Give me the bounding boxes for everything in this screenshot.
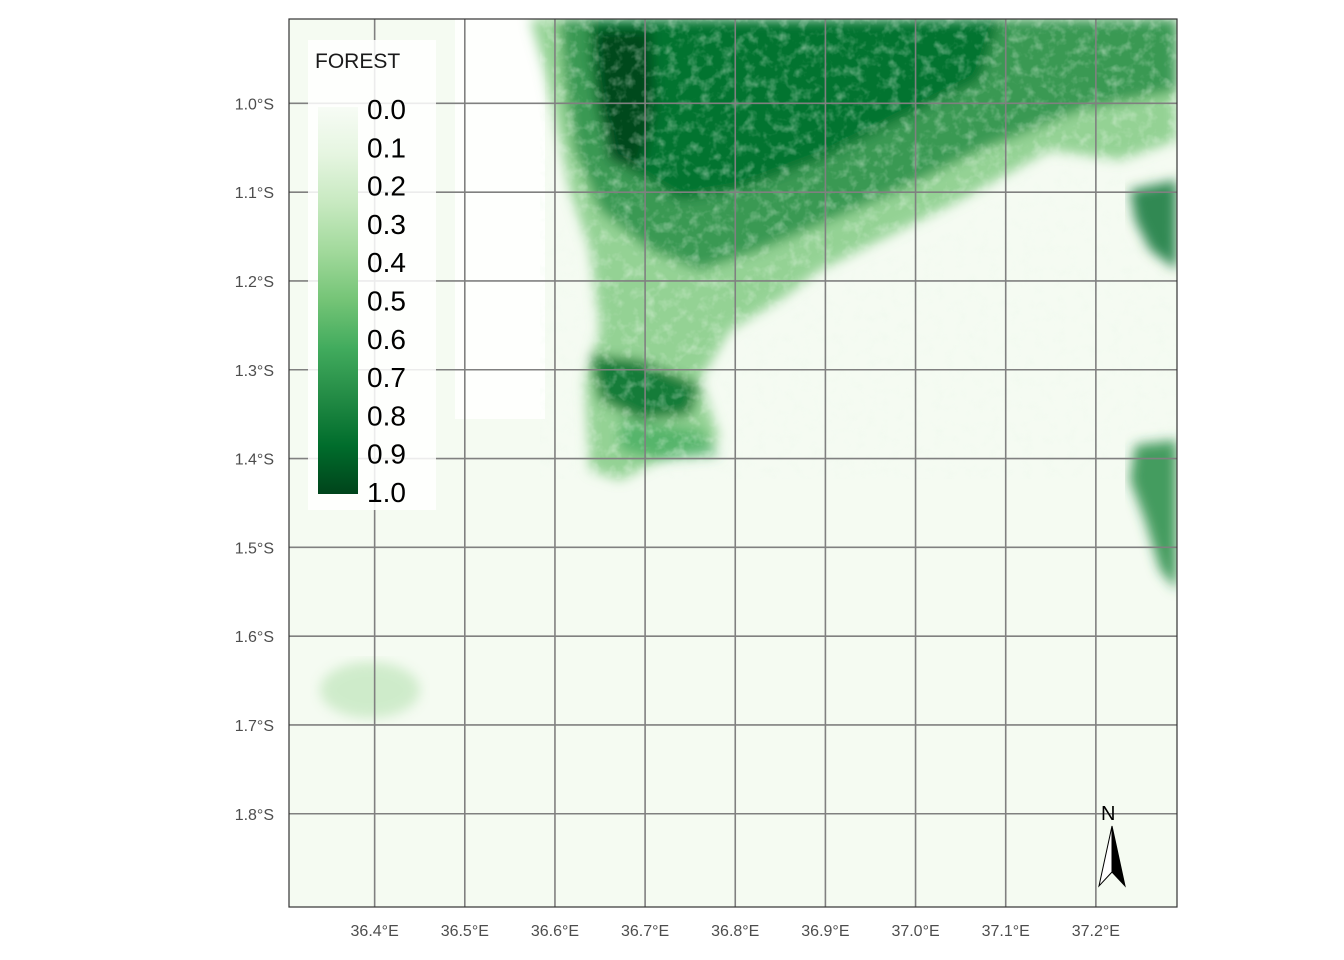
x-tick-label: 36.6°E [531,923,579,940]
legend-colorbar [318,107,358,494]
legend-labels: 0.0 0.1 0.2 0.3 0.4 0.5 0.6 0.7 0.8 0.9 1.0 [367,94,406,508]
x-tick-label: 36.7°E [621,923,669,940]
raster-east-patch [1130,180,1177,590]
x-tick-label: 36.9°E [801,923,849,940]
legend-label: 0.1 [367,132,406,163]
north-arrow-icon-right [1111,825,1126,888]
map-panel-border [288,18,1178,908]
x-tick-label: 36.8°E [711,923,759,940]
forest-raster [320,19,1177,718]
x-tick-label: 37.0°E [891,923,939,940]
legend-label: 1.0 [367,477,406,508]
y-tick-label: 1.6°S [235,629,274,646]
y-tick-label: 1.3°S [235,363,274,380]
y-tick-label: 1.2°S [235,274,274,291]
y-tick-label: 1.4°S [235,452,274,469]
graticule [289,19,1177,907]
x-tick-label: 36.4°E [351,923,399,940]
legend-label: 0.5 [367,286,406,317]
north-arrow-label: N [1101,803,1115,825]
legend-label: 0.7 [367,362,406,393]
x-tick-label: 37.1°E [982,923,1030,940]
legend-label: 0.8 [367,400,406,431]
x-tick-label: 36.5°E [441,923,489,940]
x-tick-label: 37.2°E [1072,923,1120,940]
legend-title: FOREST [315,50,400,73]
x-axis-tick-labels: 36.4°E 36.5°E 36.6°E 36.7°E 36.8°E 36.9°E 37.0… [351,923,1120,940]
y-tick-label: 1.5°S [235,540,274,557]
y-axis-tick-labels: 1.0°S 1.1°S 1.2°S 1.3°S 1.4°S 1.5°S 1.6°S 1.7°S… [235,96,274,823]
y-tick-label: 1.8°S [235,807,274,824]
north-arrow: N [1098,803,1126,888]
raster-texture [540,19,1177,479]
legend-label: 0.9 [367,439,406,470]
legend-label: 0.3 [367,209,406,240]
y-tick-label: 1.7°S [235,718,274,735]
legend-label: 0.0 [367,94,406,125]
raster-pale-strip-west [455,19,545,419]
y-tick-label: 1.0°S [235,96,274,113]
legend: FOREST 0.0 0.1 0.2 0.3 0.4 0.5 0.6 0.7 0.8 0.9 1.0 [308,40,436,510]
legend-label: 0.4 [367,247,406,278]
legend-label: 0.2 [367,171,406,202]
y-tick-label: 1.1°S [235,185,274,202]
legend-label: 0.6 [367,324,406,355]
raster-sparse-patch-southwest [320,662,420,718]
